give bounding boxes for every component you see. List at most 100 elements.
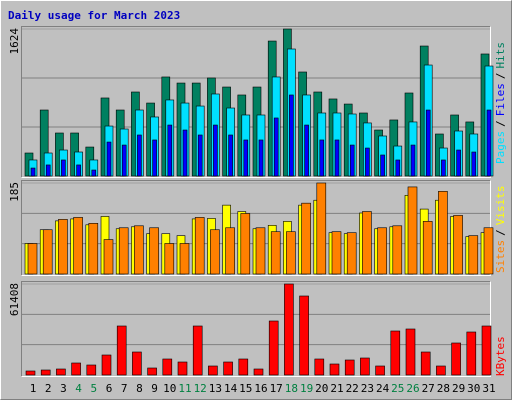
plot-border-light — [21, 281, 491, 377]
legend-entry: Files — [494, 83, 507, 116]
x-tick-label: 5 — [90, 382, 97, 395]
bar — [319, 139, 325, 177]
bar — [314, 358, 325, 376]
x-tick-label: 17 — [270, 382, 283, 395]
bar — [167, 124, 173, 177]
bar — [253, 368, 264, 376]
x-tick-label: 1 — [30, 382, 37, 395]
bar — [438, 191, 448, 275]
x-tick-label: 21 — [330, 382, 343, 395]
legend-entry: Hits — [494, 42, 507, 69]
x-tick-label: 15 — [239, 382, 252, 395]
bar — [422, 221, 433, 275]
bar — [30, 167, 36, 177]
bar — [86, 364, 97, 376]
bar — [118, 227, 129, 275]
bar — [331, 231, 342, 275]
x-tick-label: 9 — [151, 382, 158, 395]
bar — [410, 144, 416, 177]
bar — [164, 243, 175, 275]
bar — [329, 363, 340, 376]
bar — [208, 365, 218, 376]
bar — [284, 283, 294, 376]
bar — [45, 164, 51, 177]
bar — [468, 235, 479, 275]
bar — [380, 154, 385, 177]
bar — [486, 109, 492, 177]
x-tick-label: 29 — [452, 382, 465, 395]
bar — [344, 359, 355, 376]
bar — [40, 369, 51, 376]
bar — [177, 361, 188, 376]
bar — [270, 231, 281, 275]
bar — [375, 365, 385, 376]
bar — [299, 295, 309, 376]
x-tick-label: 20 — [315, 382, 328, 395]
bar — [451, 342, 461, 376]
bar — [436, 365, 446, 376]
bar — [362, 211, 372, 275]
bar — [255, 227, 266, 275]
bar — [420, 351, 431, 376]
bar — [481, 325, 492, 376]
bar — [152, 139, 157, 177]
legend: KBytes — [494, 336, 507, 376]
y-tick-label: 185 — [8, 182, 21, 202]
bar — [103, 239, 114, 275]
x-tick-label: 16 — [254, 382, 267, 395]
bar — [56, 368, 66, 376]
bar — [137, 134, 142, 177]
plot-area — [22, 282, 490, 376]
bar — [258, 139, 264, 177]
bar — [71, 362, 81, 376]
x-tick-label: 27 — [422, 382, 435, 395]
bar — [194, 217, 205, 275]
bar — [273, 117, 279, 177]
bar — [134, 225, 144, 275]
bar — [360, 357, 370, 376]
x-tick-label: 14 — [224, 382, 238, 395]
bar — [243, 139, 249, 177]
bar — [228, 134, 233, 177]
x-tick-label: 12 — [194, 382, 207, 395]
bar — [349, 144, 355, 177]
bar — [42, 229, 53, 275]
x-tick-label: 3 — [60, 382, 67, 395]
bar — [304, 124, 309, 177]
x-tick-label: 13 — [209, 382, 222, 395]
bar — [25, 370, 36, 376]
bar — [147, 367, 157, 376]
bar — [365, 147, 370, 177]
x-tick-label: 28 — [437, 382, 450, 395]
bar — [466, 331, 477, 376]
bar — [182, 129, 188, 177]
bar — [334, 139, 340, 177]
x-tick-label: 26 — [406, 382, 419, 395]
bar — [88, 223, 99, 275]
legend: Sites / Visits — [494, 186, 507, 274]
x-tick-label: 8 — [136, 382, 143, 395]
bar — [301, 202, 311, 275]
plot-border-dark — [21, 281, 491, 377]
x-tick-label: 6 — [106, 382, 113, 395]
legend-entry: Sites — [494, 240, 507, 273]
bar — [289, 94, 294, 177]
legend-separator: / — [494, 120, 507, 127]
legend: Pages / Files / Hits — [494, 42, 507, 164]
bar — [240, 213, 251, 275]
bar — [58, 219, 68, 275]
chart-title: Daily usage for March 2023 — [8, 9, 180, 22]
bar — [238, 358, 249, 376]
legend-separator: / — [494, 229, 507, 236]
bar — [407, 186, 418, 275]
x-tick-label: 11 — [178, 382, 191, 395]
bar — [225, 227, 235, 275]
plot-border-dark — [21, 180, 491, 276]
bar — [223, 361, 233, 376]
x-tick-label: 24 — [376, 382, 390, 395]
legend-entry: Visits — [494, 186, 507, 226]
bar — [471, 151, 477, 177]
